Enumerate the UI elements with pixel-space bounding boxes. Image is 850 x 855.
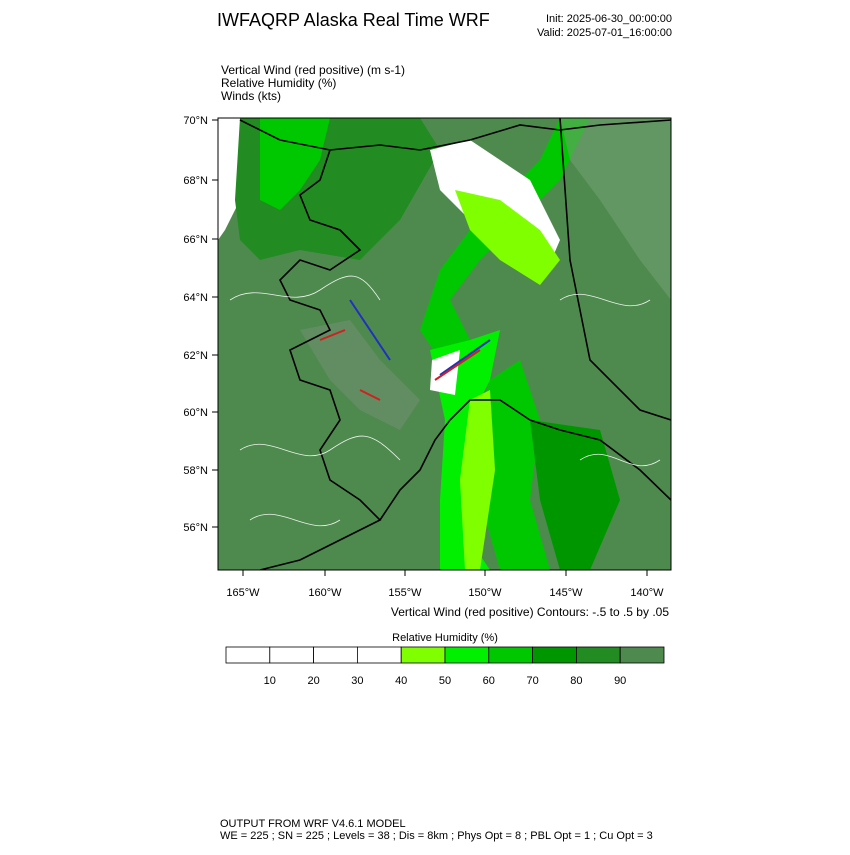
colorbar-box — [225, 646, 271, 664]
colorbar-box — [356, 646, 402, 664]
colorbar-label: 70 — [526, 675, 538, 687]
colorbar-box — [313, 646, 358, 664]
field-label: Winds (kts) — [221, 89, 281, 103]
lat-label: 58°N — [183, 465, 208, 477]
colorbar-label: 30 — [351, 675, 363, 687]
colorbar-label: 90 — [614, 675, 626, 687]
lat-label: 62°N — [183, 350, 208, 362]
colorbar-label: 10 — [264, 675, 276, 687]
footer-line: OUTPUT FROM WRF V4.6.1 MODEL — [220, 818, 406, 830]
colorbar-label: 60 — [483, 675, 495, 687]
title: IWFAQRP Alaska Real Time WRF — [217, 10, 490, 30]
lat-label: 70°N — [183, 115, 208, 127]
lat-label: 60°N — [183, 407, 208, 419]
colorbar-box — [576, 646, 621, 664]
colorbar-box — [400, 646, 446, 664]
colorbar-label: 50 — [439, 675, 451, 687]
colorbar-label: 80 — [570, 675, 582, 687]
colorbar-box — [532, 646, 577, 664]
axes: 70°N 68°N 66°N 64°N 62°N 60°N 58°N 56°N 165°W 160… — [183, 115, 664, 599]
lon-label: 155°W — [388, 587, 422, 599]
colorbar-box — [444, 646, 490, 664]
lat-label: 64°N — [183, 292, 208, 304]
contour-note: Vertical Wind (red positive) Contours: -… — [391, 605, 669, 619]
colorbar-box — [619, 646, 665, 664]
colorbar-label: 20 — [307, 675, 319, 687]
colorbar-box — [488, 646, 533, 664]
lon-label: 160°W — [308, 587, 342, 599]
map-frame — [217, 117, 672, 571]
map-field — [218, 118, 671, 570]
lon-label: 150°W — [468, 587, 502, 599]
colorbar-label: 40 — [395, 675, 407, 687]
field-label: Relative Humidity (%) — [221, 76, 336, 90]
lon-label: 140°W — [630, 587, 664, 599]
field-label: Vertical Wind (red positive) (m s-1) — [221, 63, 405, 77]
lon-label: 165°W — [226, 587, 260, 599]
lat-label: 68°N — [183, 175, 208, 187]
init-time: Init: 2025-06-30_00:00:00 — [546, 13, 672, 25]
colorbar-box — [269, 646, 314, 664]
footer-line: WE = 225 ; SN = 225 ; Levels = 38 ; Dis … — [220, 830, 653, 842]
colorbar: 10 20 30 40 50 60 70 80 90 — [225, 646, 665, 687]
valid-time: Valid: 2025-07-01_16:00:00 — [537, 27, 672, 39]
colorbar-title: Relative Humidity (%) — [392, 632, 498, 644]
lon-label: 145°W — [549, 587, 583, 599]
lat-label: 66°N — [183, 234, 208, 246]
lat-label: 56°N — [183, 522, 208, 534]
